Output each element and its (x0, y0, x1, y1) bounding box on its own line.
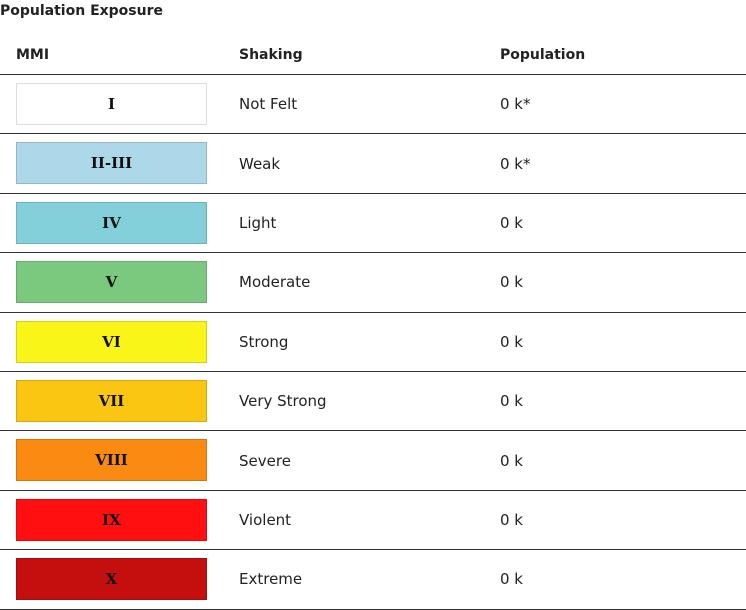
table-row: I Not Felt 0 k* (0, 75, 746, 135)
shaking-cell: Weak (239, 154, 281, 173)
shaking-cell: Not Felt (239, 95, 298, 114)
table-row: VII Very Strong 0 k (0, 372, 746, 432)
mmi-badge: I (16, 83, 207, 125)
mmi-badge: VI (16, 320, 207, 363)
population-cell: 0 k (500, 392, 523, 411)
table-row: II-III Weak 0 k* (0, 134, 746, 194)
population-cell: 0 k (500, 510, 523, 529)
table-row: VI Strong 0 k (0, 313, 746, 372)
population-cell: 0 k (500, 451, 523, 470)
mmi-badge: VII (16, 379, 207, 422)
population-cell: 0 k (500, 273, 523, 292)
shaking-cell: Light (239, 213, 277, 232)
population-cell: 0 k* (500, 154, 531, 173)
table-row: V Moderate 0 k (0, 253, 746, 313)
shaking-cell: Strong (239, 332, 289, 351)
shaking-cell: Very Strong (239, 392, 327, 411)
shaking-cell: Moderate (239, 273, 311, 292)
header-cell: Shaking (239, 47, 303, 63)
shaking-cell: Extreme (239, 570, 303, 589)
title: Population Exposure (0, 3, 163, 19)
header-cell: MMI (16, 47, 50, 63)
population-cell: 0 k (500, 570, 523, 589)
exposure-table: MMI Shaking Population I Not Felt 0 k* II-III W… (0, 36, 746, 610)
shaking-cell: Violent (239, 510, 292, 529)
population-cell: 0 k (500, 332, 523, 351)
mmi-badge: II-III (16, 142, 207, 185)
mmi-badge: VIII (16, 439, 207, 482)
table-row: X Extreme 0 k (0, 550, 746, 610)
header-cell: Population (500, 47, 586, 63)
population-cell: 0 k* (500, 95, 531, 114)
mmi-badge: X (16, 558, 207, 601)
mmi-badge: IV (16, 201, 207, 244)
table-row: VIII Severe 0 k (0, 431, 746, 491)
header-row: MMI Shaking Population (0, 36, 746, 75)
table-row: IX Violent 0 k (0, 491, 746, 551)
mmi-badge: IX (16, 498, 207, 541)
table-row: IV Light 0 k (0, 194, 746, 254)
mmi-badge: V (16, 261, 207, 304)
population-cell: 0 k (500, 213, 523, 232)
shaking-cell: Severe (239, 451, 291, 470)
